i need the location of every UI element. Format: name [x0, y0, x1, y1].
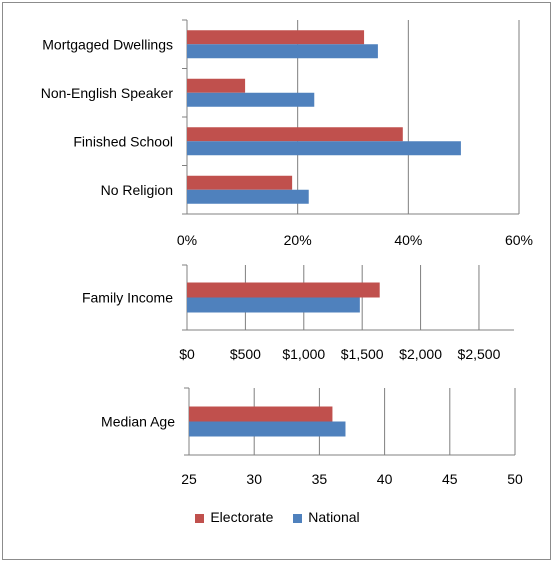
bar-2-0-national: [189, 421, 346, 437]
tick-label-2-0: 25: [181, 471, 197, 487]
bar-0-1-national: [187, 92, 315, 107]
tick-label-2-5: 50: [507, 471, 523, 487]
tick-label-1-5: $2,500: [458, 346, 501, 362]
tick-label-0-1: 20%: [284, 232, 312, 248]
tick-label-1-3: $1,500: [341, 346, 384, 362]
tick-label-1-0: $0: [179, 346, 195, 362]
legend-swatch-national: [293, 514, 303, 524]
bar-0-0-national: [187, 44, 378, 59]
bar-2-0-electorate: [189, 406, 333, 422]
tick-label-2-2: 35: [312, 471, 328, 487]
tick-label-2-4: 45: [442, 471, 458, 487]
category-label-0-3: No Religion: [101, 182, 173, 198]
bar-0-2-electorate: [187, 127, 403, 142]
bar-0-2-national: [187, 141, 461, 156]
tick-label-1-1: $500: [230, 346, 261, 362]
legend-label-national: National: [308, 509, 360, 526]
bar-0-1-electorate: [187, 78, 246, 93]
category-label-0-0: Mortgaged Dwellings: [42, 36, 173, 52]
bar-1-0-electorate: [187, 282, 380, 298]
category-label-2-0: Median Age: [101, 414, 175, 430]
tick-label-0-0: 0%: [177, 232, 197, 248]
tick-label-0-2: 40%: [394, 232, 422, 248]
tick-label-1-2: $1,000: [282, 346, 325, 362]
bar-0-3-national: [187, 189, 309, 204]
legend-label-electorate: Electorate: [210, 509, 274, 526]
category-label-1-0: Family Income: [82, 290, 173, 306]
tick-label-0-3: 60%: [505, 232, 533, 248]
bar-0-3-electorate: [187, 175, 293, 190]
legend-item-electorate: Electorate: [195, 509, 273, 525]
tick-label-1-4: $2,000: [399, 346, 442, 362]
legend: Electorate National: [0, 508, 555, 525]
category-label-0-2: Finished School: [73, 133, 173, 149]
category-label-0-1: Non-English Speaker: [41, 85, 174, 101]
legend-item-national: National: [293, 509, 360, 526]
tick-label-2-3: 40: [377, 471, 393, 487]
bar-1-0-national: [187, 297, 360, 313]
legend-swatch-electorate: [195, 514, 205, 524]
bar-0-0-electorate: [187, 30, 365, 45]
tick-label-2-1: 30: [246, 471, 262, 487]
